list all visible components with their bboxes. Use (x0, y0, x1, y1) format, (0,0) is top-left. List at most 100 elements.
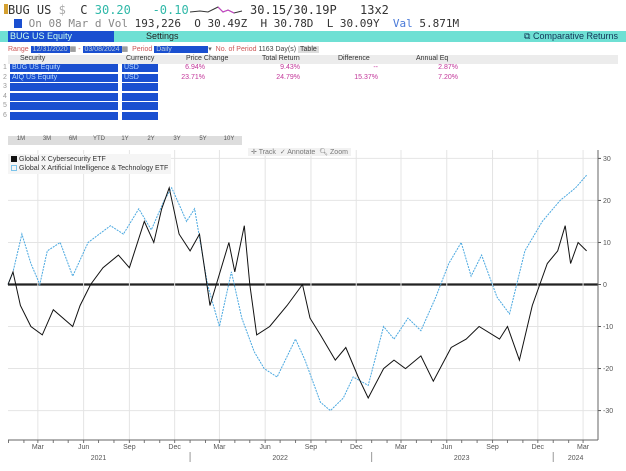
y-tick-label: -20 (603, 366, 613, 373)
last-price: 30.20 (94, 3, 131, 17)
security-cell[interactable] (10, 111, 118, 120)
period-buttons: 1M 3M 6M YTD 1Y 2Y 3Y 5Y 10Y (8, 136, 242, 145)
bid-ask-size: 13x2 (360, 3, 389, 17)
legend-swatch (11, 156, 17, 162)
year-label: 2024 (568, 455, 584, 462)
currency-cell[interactable]: USD (122, 64, 158, 72)
y-tick-label: 20 (603, 198, 611, 205)
quote-line-1: BUG US $ C 30.20 -0.10 (4, 3, 189, 17)
ticker: BUG US (8, 3, 52, 17)
total-return-cell: 24.79% (276, 73, 300, 81)
period-button-10y[interactable]: 10Y (223, 136, 235, 142)
x-tick-label: Jun (441, 444, 452, 451)
x-tick-label: Jun (260, 444, 271, 451)
year-label: 2023 (454, 455, 470, 462)
x-tick-label: Dec (532, 444, 545, 451)
last-label: C (80, 3, 88, 17)
currency-cell[interactable]: USD (122, 73, 158, 82)
returns-chart[interactable]: 30 20 10 0 -10 -20 -30 Mar Jun Sep Dec Mar Jun Sep Dec… (0, 145, 626, 471)
open-price: O 30.49Z (194, 17, 248, 30)
y-tick-label: -10 (603, 324, 613, 331)
difference-cell: -- (373, 64, 378, 71)
table-row[interactable]: 6 (3, 111, 618, 121)
period-button-1y[interactable]: 1Y (121, 136, 129, 142)
currency-cell[interactable] (122, 83, 158, 91)
x-tick-label: Jun (78, 444, 89, 451)
y-tick-label: 30 (603, 156, 611, 163)
calendar-icon[interactable]: ▦ (121, 46, 129, 53)
num-periods: 1163 Day(s) (258, 46, 297, 53)
period-button-5y[interactable]: 5Y (199, 136, 207, 142)
flag-icon (4, 4, 8, 14)
period-button-3m[interactable]: 3M (42, 136, 52, 142)
period-select[interactable]: Daily (154, 46, 209, 53)
volume: 193,226 (134, 17, 181, 30)
x-tick-label: Mar (577, 444, 590, 451)
total-return-cell: 9.43% (280, 64, 300, 71)
table-button[interactable]: Table (298, 46, 319, 53)
x-tick-label: Mar (395, 444, 408, 451)
annual-eq-cell: 7.20% (438, 73, 458, 81)
x-tick-label: Sep (486, 444, 499, 451)
y-tick-label: 0 (603, 282, 607, 289)
chart-toolbar: ✛ Track ✓ Annotate 🔍︎ Zoom (248, 148, 351, 156)
security-cell[interactable] (10, 83, 118, 91)
low-price: L 30.09Y (326, 17, 380, 30)
market-icon (14, 19, 22, 28)
bid-ask: 30.15/30.19P (250, 3, 337, 17)
period-button-6m[interactable]: 6M (68, 136, 78, 142)
export-icon[interactable]: ⧉ (524, 31, 533, 41)
currency-cell[interactable] (122, 92, 158, 101)
legend-swatch (11, 165, 17, 171)
function-bar: BUG US Equity Settings ⧉ Comparative Ret… (0, 31, 626, 42)
high-price: H 30.78D (260, 17, 314, 30)
price-change: -0.10 (152, 3, 189, 17)
table-row[interactable]: 3 (3, 83, 618, 92)
calendar-icon[interactable]: ▦ (69, 46, 77, 53)
sparkline-icon (190, 6, 243, 14)
x-tick-label: Dec (350, 444, 363, 451)
period-button-2y[interactable]: 2Y (147, 136, 155, 142)
security-field[interactable]: BUG US Equity (8, 31, 114, 42)
settings-button[interactable]: Settings (146, 31, 179, 41)
security-cell[interactable] (10, 92, 118, 101)
table-header: Security Currency Price Change Total Ret… (8, 55, 618, 64)
table-row[interactable]: 1 BUG US Equity USD 6.94% 9.43% -- 2.87% (3, 64, 458, 72)
series-line-bug (7, 185, 587, 400)
x-tick-label: Mar (213, 444, 226, 451)
security-cell[interactable]: AIQ US Equity (10, 73, 118, 82)
annotate-button[interactable]: ✓ Annotate (279, 149, 316, 156)
price-change-cell: 6.94% (185, 64, 205, 71)
table-row[interactable]: 4 (3, 92, 618, 102)
period-button-ytd[interactable]: YTD (93, 136, 105, 142)
series-line-aiq (7, 174, 587, 412)
difference-cell: 15.37% (354, 73, 378, 81)
zoom-button[interactable]: 🔍︎ Zoom (319, 149, 348, 156)
price-change-cell: 23.71% (181, 73, 205, 81)
security-cell[interactable]: BUG US Equity (10, 64, 118, 72)
comparative-returns-title: ⧉ Comparative Returns (524, 31, 618, 41)
period-button-1m[interactable]: 1M (16, 136, 26, 142)
legend-item-bug: Global X Cybersecurity ETF (11, 155, 168, 164)
y-tick-label: -30 (603, 408, 613, 415)
x-tick-label: Dec (168, 444, 181, 451)
x-tick-label: Mar (32, 444, 45, 451)
currency: $ (58, 3, 66, 17)
table-row[interactable]: 2 AIQ US Equity USD 23.71% 24.79% 15.37%… (3, 73, 458, 82)
range-start-input[interactable]: 12/31/2020 (30, 46, 70, 53)
dropdown-icon[interactable]: ▾ (208, 46, 212, 53)
range-row: Range 12/31/2020 ▦ - 03/08/2024 ▦ Period D… (8, 46, 319, 53)
chart-legend: Global X Cybersecurity ETF Global X Arti… (8, 154, 172, 174)
currency-cell[interactable] (122, 111, 158, 120)
currency-cell[interactable] (122, 102, 158, 110)
track-button[interactable]: ✛ Track (251, 149, 276, 156)
quote-line-2: On 08 Mar d Vol 193,226 O 30.49Z H 30.78… (14, 17, 459, 30)
security-cell[interactable] (10, 102, 118, 110)
table-row[interactable]: 5 (3, 102, 618, 111)
period-button-3y[interactable]: 3Y (173, 136, 181, 142)
annual-eq-cell: 2.87% (438, 64, 458, 71)
y-tick-label: 10 (603, 240, 611, 247)
x-tick-label: Sep (123, 444, 136, 451)
year-label: 2021 (91, 455, 107, 462)
range-end-input[interactable]: 03/08/2024 (82, 46, 122, 53)
